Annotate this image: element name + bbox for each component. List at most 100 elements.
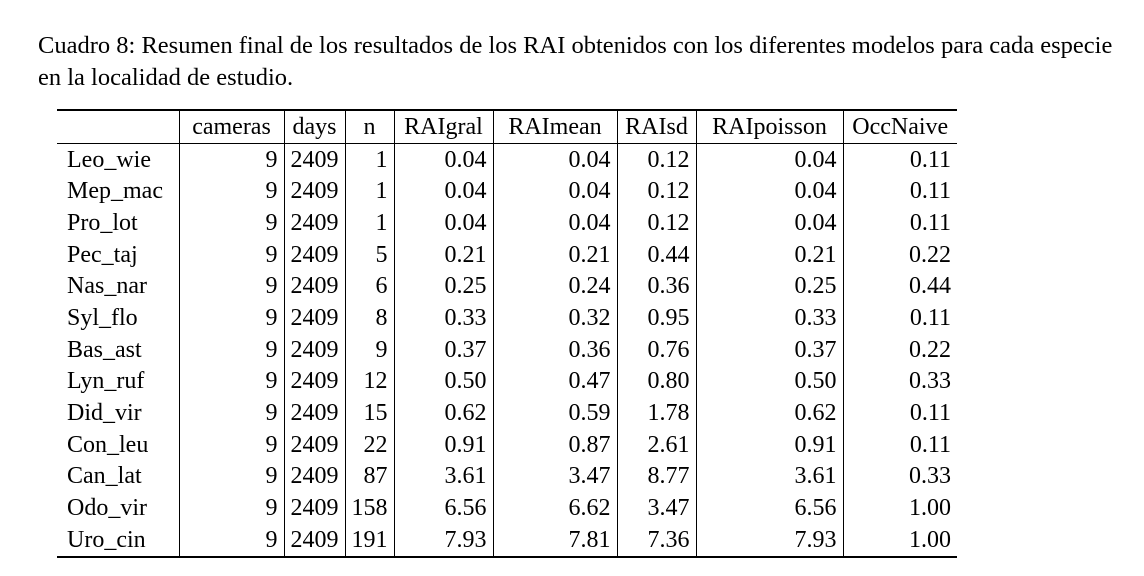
cell-n: 9 (344, 333, 394, 366)
cell-raisd: 0.36 (616, 270, 696, 303)
cell-species: Bas_ast (67, 336, 142, 363)
cell-raipoisson: 0.33 (695, 302, 843, 334)
cell-occnaive: 0.11 (842, 207, 957, 239)
cell-n: 22 (344, 428, 394, 461)
cell-raisd: 0.80 (616, 365, 696, 398)
cell-raipoisson: 0.04 (695, 175, 843, 208)
cell-raimean: 6.62 (492, 492, 617, 524)
cell-days: 2409 (283, 523, 345, 557)
cell-cameras: 9 (178, 492, 284, 524)
cell-raipoisson: 0.25 (695, 270, 843, 303)
cell-days: 2409 (283, 143, 345, 176)
cell-cameras: 9 (178, 397, 284, 429)
cell-occnaive: 0.11 (842, 143, 957, 176)
cell-species: Pec_taj (67, 241, 138, 268)
cell-days: 2409 (283, 302, 345, 334)
cell-cameras: 9 (178, 207, 284, 239)
header-raimean: RAImean (492, 110, 617, 144)
cell-n: 5 (344, 238, 394, 271)
cell-raipoisson: 0.04 (695, 207, 843, 239)
cell-occnaive: 0.11 (842, 302, 957, 334)
cell-raisd: 0.12 (616, 143, 696, 176)
cell-n: 12 (344, 365, 394, 398)
cell-occnaive: 1.00 (842, 492, 957, 524)
cell-n: 87 (344, 460, 394, 493)
cell-species: Mep_mac (67, 178, 163, 205)
cell-species: Con_leu (67, 431, 149, 458)
cell-raisd: 0.95 (616, 302, 696, 334)
table-row: Did_vir 9 2409 15 0.62 0.59 1.78 0.62 0.11 (57, 397, 957, 429)
header-n: n (344, 110, 394, 144)
cell-raimean: 3.47 (492, 460, 617, 493)
table-row: Lyn_ruf 9 2409 12 0.50 0.47 0.80 0.50 0.33 (57, 365, 957, 398)
cell-cameras: 9 (178, 238, 284, 271)
cell-species: Pro_lot (67, 209, 138, 236)
cell-raisd: 2.61 (616, 428, 696, 461)
cell-n: 6 (344, 270, 394, 303)
cell-occnaive: 0.11 (842, 175, 957, 208)
cell-raimean: 7.81 (492, 523, 617, 557)
cell-raigral: 7.93 (393, 523, 493, 557)
cell-raigral: 3.61 (393, 460, 493, 493)
cell-occnaive: 1.00 (842, 523, 957, 557)
cell-days: 2409 (283, 365, 345, 398)
cell-n: 158 (344, 492, 394, 524)
caption-label: Cuadro 8: (38, 32, 136, 59)
cell-occnaive: 0.33 (842, 365, 957, 398)
cell-raipoisson: 0.21 (695, 238, 843, 271)
cell-raipoisson: 3.61 (695, 460, 843, 493)
cell-raigral: 0.04 (393, 175, 493, 208)
cell-species: Did_vir (67, 400, 142, 427)
cell-raisd: 1.78 (616, 397, 696, 429)
cell-cameras: 9 (178, 365, 284, 398)
cell-days: 2409 (283, 492, 345, 524)
cell-species: Leo_wie (67, 146, 151, 173)
cell-raimean: 0.47 (492, 365, 617, 398)
cell-raisd: 0.76 (616, 333, 696, 366)
header-days: days (283, 110, 345, 144)
cell-species: Syl_flo (67, 304, 138, 331)
cell-n: 1 (344, 175, 394, 208)
cell-raipoisson: 6.56 (695, 492, 843, 524)
cell-raimean: 0.59 (492, 397, 617, 429)
cell-raigral: 0.04 (393, 207, 493, 239)
cell-raimean: 0.36 (492, 333, 617, 366)
header-cameras: cameras (178, 110, 284, 144)
table-row: Can_lat 9 2409 87 3.61 3.47 8.77 3.61 0.33 (57, 460, 957, 493)
cell-days: 2409 (283, 207, 345, 239)
cell-cameras: 9 (178, 523, 284, 557)
results-table: cameras days n RAIgral RAImean RAIsd RAI… (57, 109, 957, 558)
cell-cameras: 9 (178, 175, 284, 208)
cell-raigral: 0.33 (393, 302, 493, 334)
table-row: Uro_cin 9 2409 191 7.93 7.81 7.36 7.93 1.00 (57, 523, 957, 557)
table-row: Nas_nar 9 2409 6 0.25 0.24 0.36 0.25 0.44 (57, 270, 957, 303)
cell-species: Odo_vir (67, 495, 147, 522)
cell-raigral: 0.25 (393, 270, 493, 303)
cell-raimean: 0.21 (492, 238, 617, 271)
cell-n: 1 (344, 207, 394, 239)
cell-raipoisson: 7.93 (695, 523, 843, 557)
cell-raigral: 0.62 (393, 397, 493, 429)
cell-n: 1 (344, 143, 394, 176)
header-raigral: RAIgral (393, 110, 493, 144)
table-row: Mep_mac 9 2409 1 0.04 0.04 0.12 0.04 0.11 (57, 175, 957, 208)
cell-days: 2409 (283, 175, 345, 208)
cell-raisd: 3.47 (616, 492, 696, 524)
table-row: Bas_ast 9 2409 9 0.37 0.36 0.76 0.37 0.22 (57, 333, 957, 366)
table-row: Odo_vir 9 2409 158 6.56 6.62 3.47 6.56 1.00 (57, 492, 957, 524)
cell-raisd: 7.36 (616, 523, 696, 557)
cell-raipoisson: 0.37 (695, 333, 843, 366)
cell-cameras: 9 (178, 302, 284, 334)
cell-raipoisson: 0.62 (695, 397, 843, 429)
cell-days: 2409 (283, 270, 345, 303)
cell-raisd: 8.77 (616, 460, 696, 493)
table-row: Con_leu 9 2409 22 0.91 0.87 2.61 0.91 0.11 (57, 428, 957, 461)
cell-raimean: 0.32 (492, 302, 617, 334)
cell-raipoisson: 0.04 (695, 143, 843, 176)
cell-raipoisson: 0.50 (695, 365, 843, 398)
caption-text: Resumen final de los resultados de los R… (38, 32, 1113, 91)
cell-raigral: 0.21 (393, 238, 493, 271)
header-raipoisson: RAIpoisson (695, 110, 843, 144)
cell-cameras: 9 (178, 143, 284, 176)
cell-raipoisson: 0.91 (695, 428, 843, 461)
